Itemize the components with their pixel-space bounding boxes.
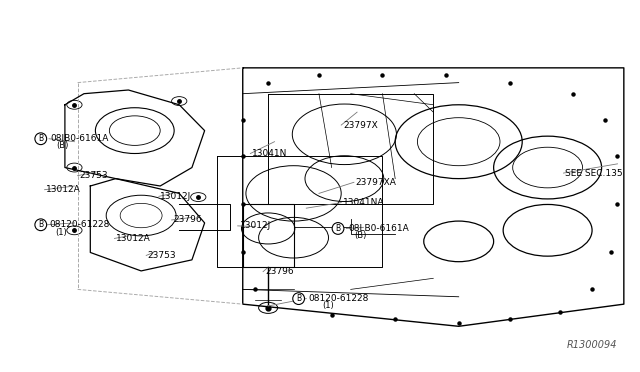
Text: 23753: 23753 (79, 171, 108, 180)
Text: B: B (296, 294, 301, 303)
Text: (B): (B) (355, 231, 367, 240)
Text: B: B (38, 134, 44, 143)
Text: 08IB0-6161A: 08IB0-6161A (51, 134, 109, 143)
Text: 23796: 23796 (265, 267, 294, 276)
Text: 13041NA: 13041NA (343, 198, 385, 207)
Text: 23797XA: 23797XA (356, 178, 397, 187)
Text: 23753: 23753 (147, 251, 176, 260)
Text: B: B (335, 224, 340, 233)
Text: 08LB0-6161A: 08LB0-6161A (348, 224, 409, 233)
Text: (B): (B) (57, 141, 69, 150)
Text: 23796: 23796 (173, 215, 202, 224)
Text: SEE SEC.135: SEE SEC.135 (565, 169, 623, 177)
Text: 13012J: 13012J (239, 221, 271, 230)
Text: 13012A: 13012A (116, 234, 150, 243)
Text: (1): (1) (322, 301, 334, 311)
Text: 08120-61228: 08120-61228 (49, 220, 109, 229)
Text: 13012A: 13012A (46, 185, 81, 194)
Text: 13041N: 13041N (252, 149, 287, 158)
Text: 08120-61228: 08120-61228 (308, 294, 369, 303)
Text: R1300094: R1300094 (567, 340, 618, 350)
Text: (1): (1) (56, 228, 67, 237)
Text: 13012J: 13012J (160, 192, 191, 201)
Text: B: B (38, 220, 44, 229)
Text: 23797X: 23797X (343, 121, 378, 129)
